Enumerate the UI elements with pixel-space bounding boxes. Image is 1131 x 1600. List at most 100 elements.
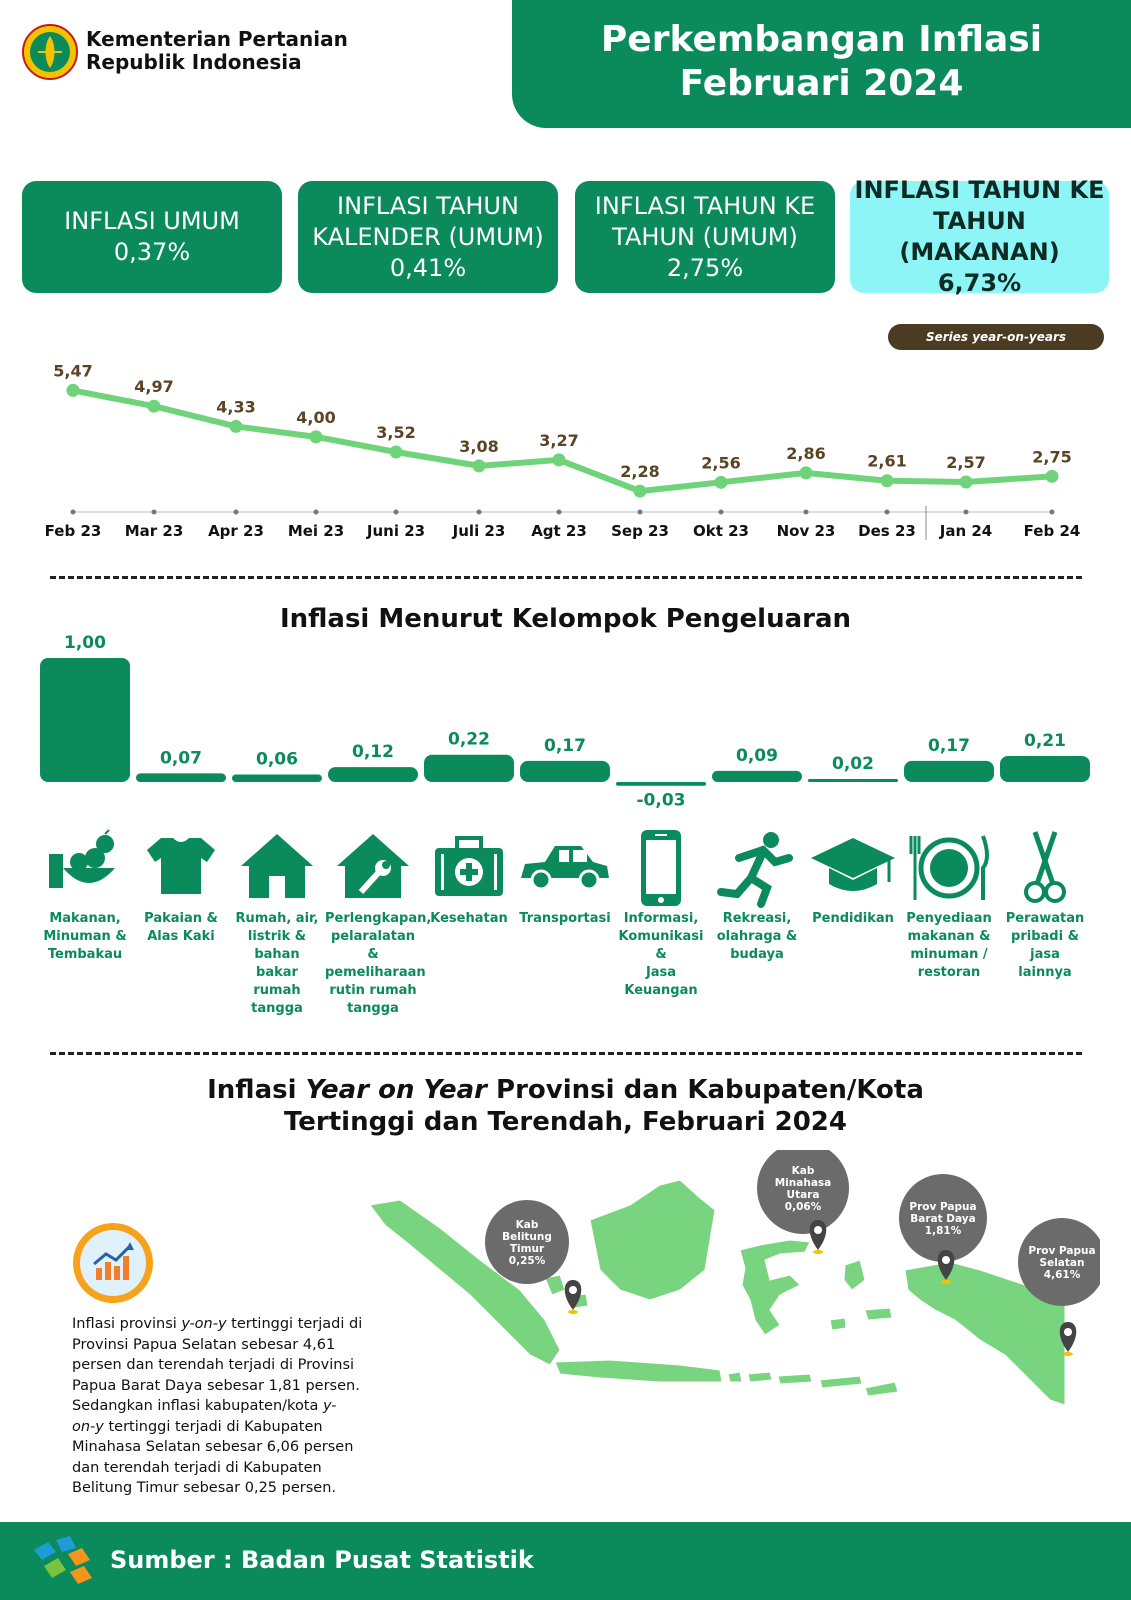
data-point: [799, 466, 813, 480]
card-label: INFLASI TAHUN KE: [594, 191, 816, 220]
data-label: 4,00: [296, 408, 335, 427]
card-value: 0,37%: [113, 238, 191, 266]
bar-chart-title: Inflasi Menurut Kelompok Pengeluaran: [279, 604, 852, 634]
data-point: [552, 453, 566, 467]
description-line: Sedangkan inflasi kabupaten/kota y-: [72, 1398, 337, 1414]
stat-card-inflasi-umum: INFLASI UMUM 0,37%: [22, 181, 282, 293]
data-point: [147, 399, 161, 413]
divider: [50, 576, 1082, 579]
ministry-name: Kementerian Pertanian Republik Indonesia: [86, 28, 348, 74]
x-tick: [70, 509, 76, 515]
bubble-label: 0,06%: [785, 1201, 822, 1213]
card-label: INFLASI TAHUN KE: [854, 176, 1105, 204]
x-tick-label: Juni 23: [366, 522, 425, 540]
description-line: Papua Barat Daya sebesar 1,81 persen.: [72, 1377, 360, 1394]
map-title-part2: Provinsi dan Kabupaten/Kota: [487, 1075, 924, 1105]
card-label: INFLASI TAHUN: [337, 191, 519, 220]
category-label: Makanan, Minuman & Tembakau: [43, 911, 127, 962]
data-point: [959, 475, 973, 489]
bar-value-label: 0,22: [448, 730, 490, 750]
bar: [136, 773, 226, 782]
bar: [616, 782, 706, 786]
bar-value-label: 0,21: [1024, 731, 1066, 751]
map-maluku: [829, 1259, 893, 1331]
x-tick: [803, 509, 809, 515]
map-section-title: Inflasi Year on Year Provinsi dan Kabupa…: [0, 1074, 1131, 1138]
x-tick-label: Des 23: [858, 522, 916, 540]
description-line: Minahasa Selatan sebesar 6,06 persen: [72, 1439, 354, 1455]
category-label: Perlengkapan, pelaralatan & pemeliharaan ru…: [325, 911, 432, 1016]
bubble-label: Minahasa: [775, 1177, 832, 1189]
region-bubble: [757, 1150, 849, 1234]
smartphone-icon: [613, 828, 709, 912]
bubble-label: 0,25%: [509, 1255, 546, 1267]
x-tick-label: Juli 23: [452, 522, 506, 540]
bar-value-label: 0,09: [736, 746, 778, 766]
category-label: Rumah, air, listrik & bahan bakar rumah tangg…: [235, 911, 319, 1016]
x-tick-label: Okt 23: [693, 522, 749, 540]
map-title-line2: Tertinggi dan Terendah, Februari 2024: [284, 1107, 847, 1137]
description-line: persen dan terendah terjadi di Provinsi: [72, 1357, 355, 1373]
bar: [904, 760, 994, 782]
graduation-cap-icon: [805, 828, 901, 912]
source-text: Sumber : Badan Pusat Statistik: [110, 1546, 534, 1574]
bubble-label: Prov Papua: [1028, 1245, 1095, 1257]
bar-value-label: 0,17: [544, 736, 586, 756]
map-title-part1: Inflasi: [207, 1075, 306, 1105]
data-point: [389, 445, 403, 459]
x-tick-label: Jan 24: [939, 522, 992, 540]
card-value: 0,41%: [389, 253, 467, 282]
bubble-label: Barat Daya: [910, 1213, 975, 1225]
bar-value-label: 1,00: [64, 633, 106, 653]
map-sumatra: [369, 1199, 561, 1366]
category-legend: Makanan, Minuman & Tembakau Pakaian & Alas K…: [0, 828, 1131, 1028]
ministry-logo: [22, 24, 78, 80]
data-label: 2,86: [786, 444, 825, 463]
bar: [232, 774, 322, 782]
x-tick-label: Mar 23: [125, 522, 184, 540]
footer-bar: [0, 1522, 1131, 1600]
bar-value-label: 0,17: [928, 736, 970, 756]
data-label: 5,47: [53, 361, 92, 380]
map-nusa-tenggara: [727, 1371, 899, 1397]
data-label: 3,08: [459, 437, 498, 456]
map-pin-icon: [1059, 1322, 1077, 1356]
data-label: 3,52: [376, 423, 415, 442]
category-label: Informasi, Komunikasi & Jasa Keuangan: [618, 911, 704, 998]
card-label: TAHUN (MAKANAN): [899, 207, 1060, 266]
stat-card-tahun-kalender: INFLASI TAHUN KALENDER (UMUM) 0,41%: [298, 181, 558, 293]
car-icon: [517, 828, 613, 912]
ministry-line1: Kementerian Pertanian: [86, 27, 348, 51]
x-tick-label: Mei 23: [288, 522, 344, 540]
bar: [40, 658, 130, 782]
category-label: Penyediaan makanan & minuman / restoran: [906, 911, 992, 980]
bubble-label: Utara: [787, 1189, 820, 1201]
bubble-label: Kab: [792, 1165, 815, 1177]
x-tick-label: Agt 23: [531, 522, 587, 540]
data-point: [229, 419, 243, 433]
page-title-line2: Februari 2024: [679, 63, 964, 104]
category-label: Pakaian & Alas Kaki: [144, 911, 218, 944]
bubble-label: Selatan: [1040, 1257, 1085, 1269]
data-label: 2,57: [946, 453, 985, 472]
bar-value-label: 0,07: [160, 748, 202, 768]
data-point: [1045, 469, 1059, 483]
data-label: 4,33: [216, 397, 255, 416]
data-point: [472, 459, 486, 473]
description-line: on-y tertinggi terjadi di Kabupaten: [72, 1418, 323, 1435]
data-label: 2,75: [1032, 447, 1071, 466]
x-tick: [393, 509, 399, 515]
map-title-italic: Year on Year: [305, 1075, 487, 1105]
data-point: [880, 474, 894, 488]
bubble-label: Belitung: [502, 1231, 552, 1243]
data-point: [633, 484, 647, 498]
card-value: 2,75%: [666, 253, 744, 282]
x-tick: [718, 509, 724, 515]
bar: [424, 754, 514, 782]
map-java: [554, 1359, 723, 1383]
medical-kit-icon: [421, 828, 517, 912]
bar-value-label: 0,02: [832, 754, 874, 774]
bar-value-label: 0,06: [256, 750, 298, 770]
region-bubble: [1018, 1218, 1100, 1306]
bar-value-label: -0,03: [637, 791, 686, 811]
